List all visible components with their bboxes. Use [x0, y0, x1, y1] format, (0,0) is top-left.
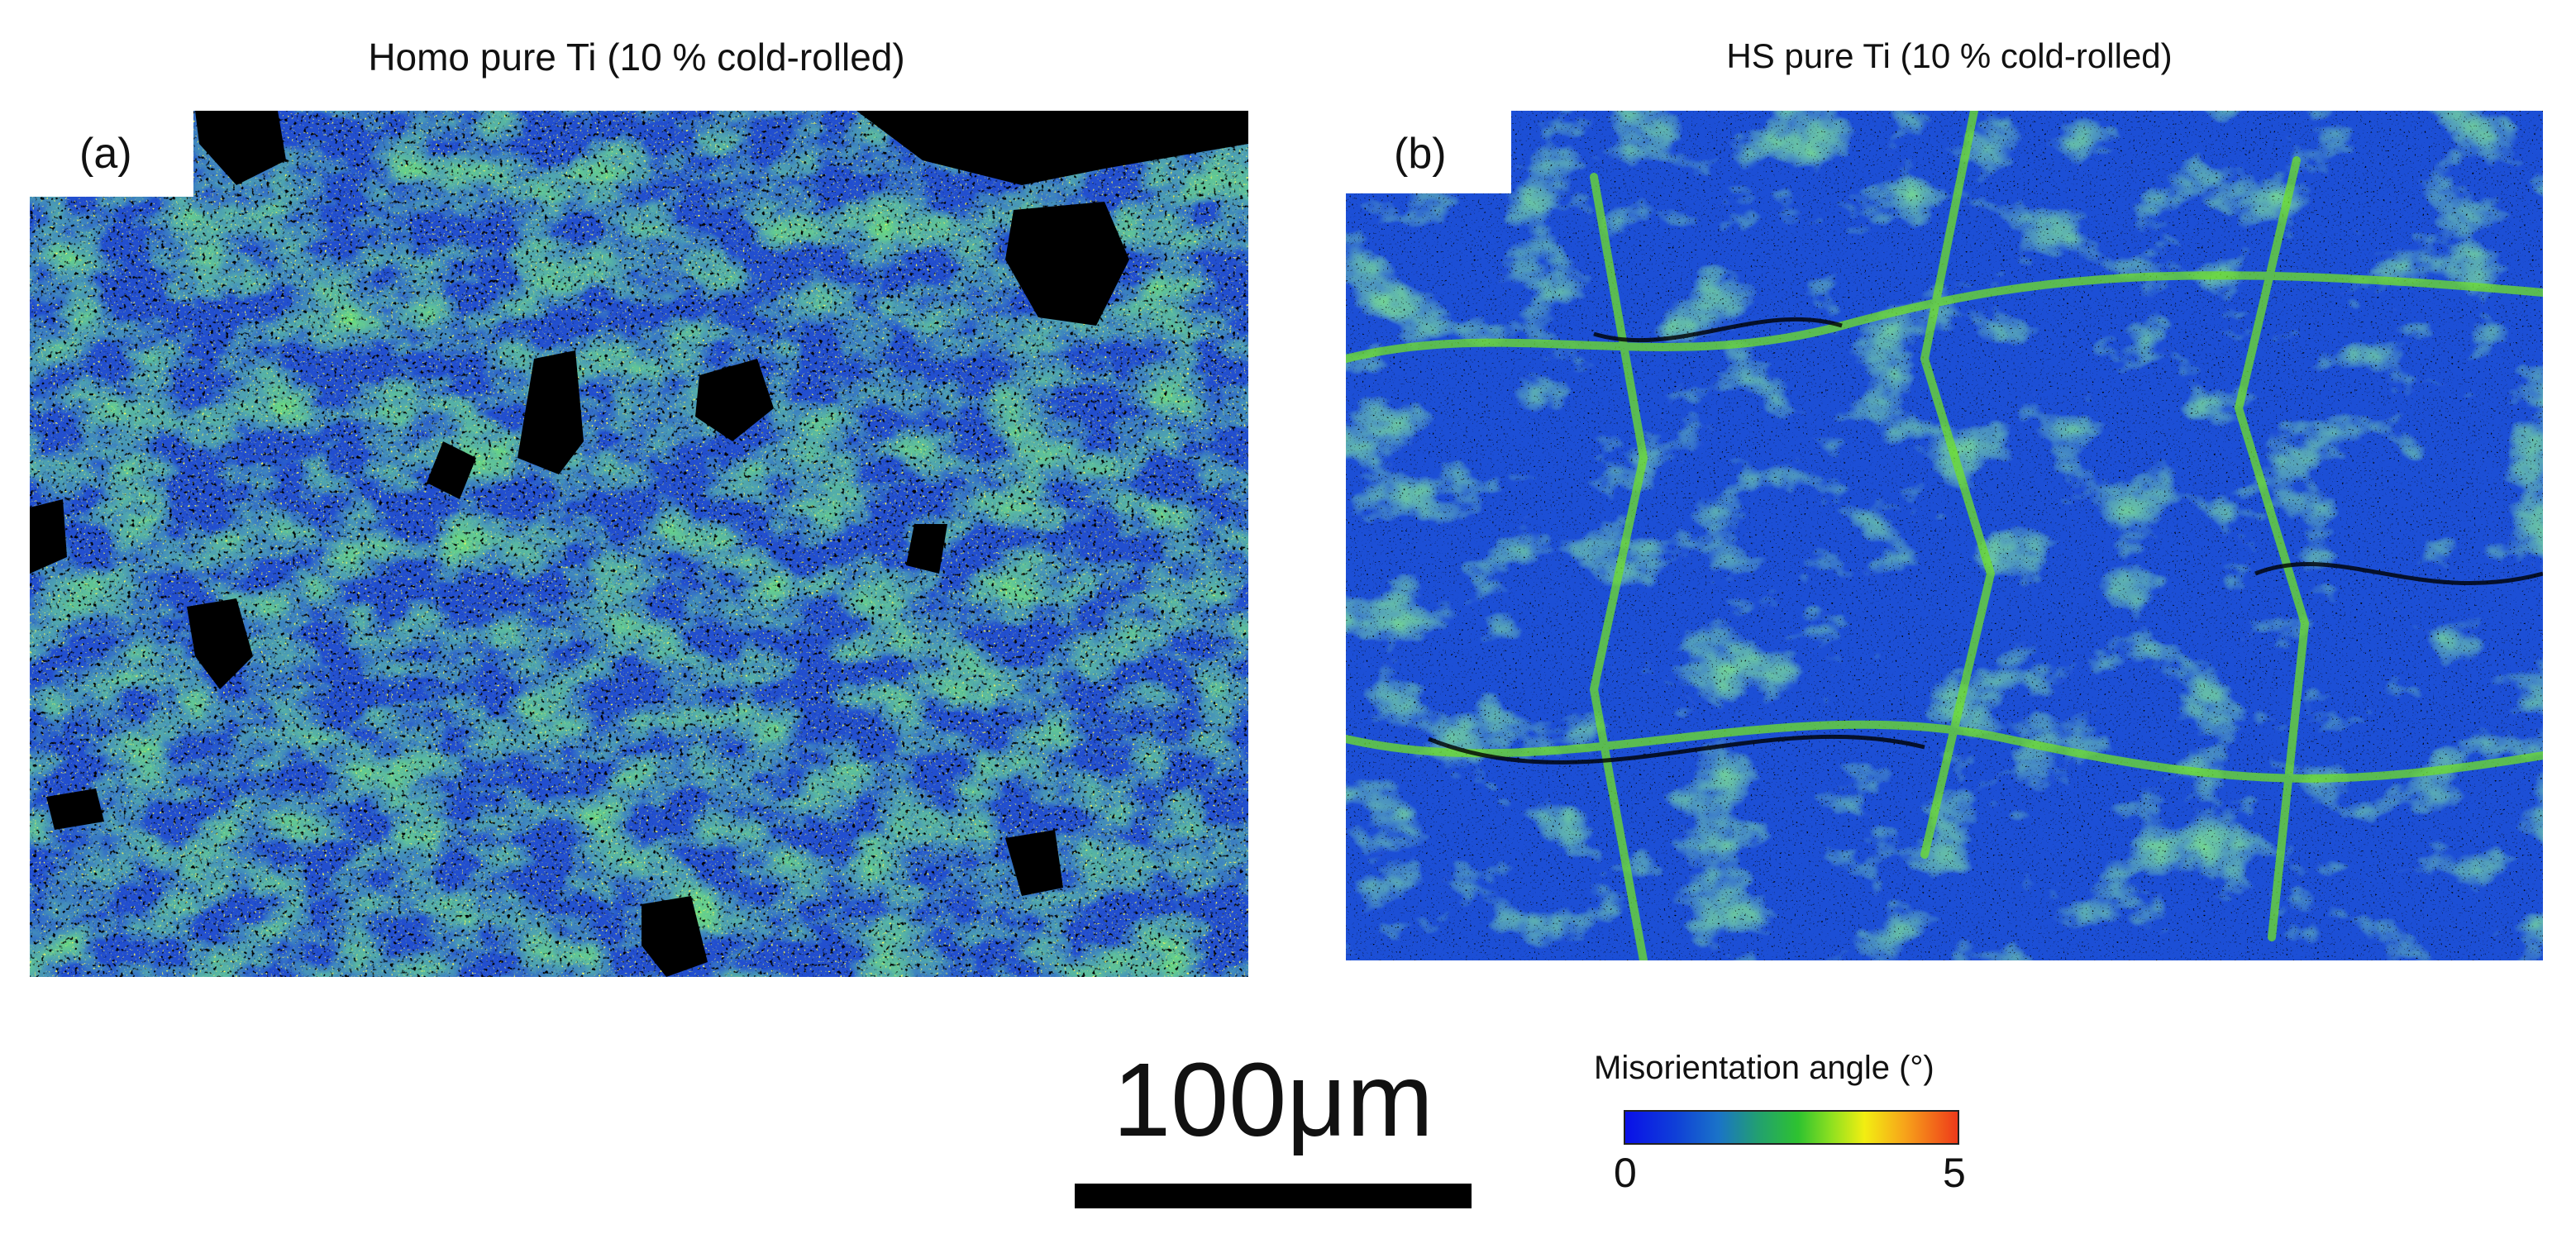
- panel-b-misorientation-map: [1346, 111, 2543, 960]
- colorbar-max-label: 5: [1943, 1150, 1966, 1196]
- panel-b-title: HS pure Ti (10 % cold-rolled): [1726, 36, 2173, 75]
- panel-a-label-cutout: [30, 111, 193, 197]
- panel-a-title: Homo pure Ti (10 % cold-rolled): [368, 36, 905, 79]
- colorbar-min-label: 0: [1614, 1150, 1637, 1196]
- panel-a-misorientation-map: [30, 111, 1248, 977]
- scale-bar: [1075, 1184, 1472, 1208]
- colorbar-gradient: [1624, 1110, 1959, 1145]
- scale-bar-label: 100μm: [1113, 1041, 1433, 1158]
- panel-a-label: (a): [79, 130, 132, 178]
- panel-b-label: (b): [1394, 130, 1447, 178]
- colorbar-title: Misorientation angle (°): [1594, 1050, 1934, 1086]
- panel-b-label-cutout: [1346, 111, 1511, 193]
